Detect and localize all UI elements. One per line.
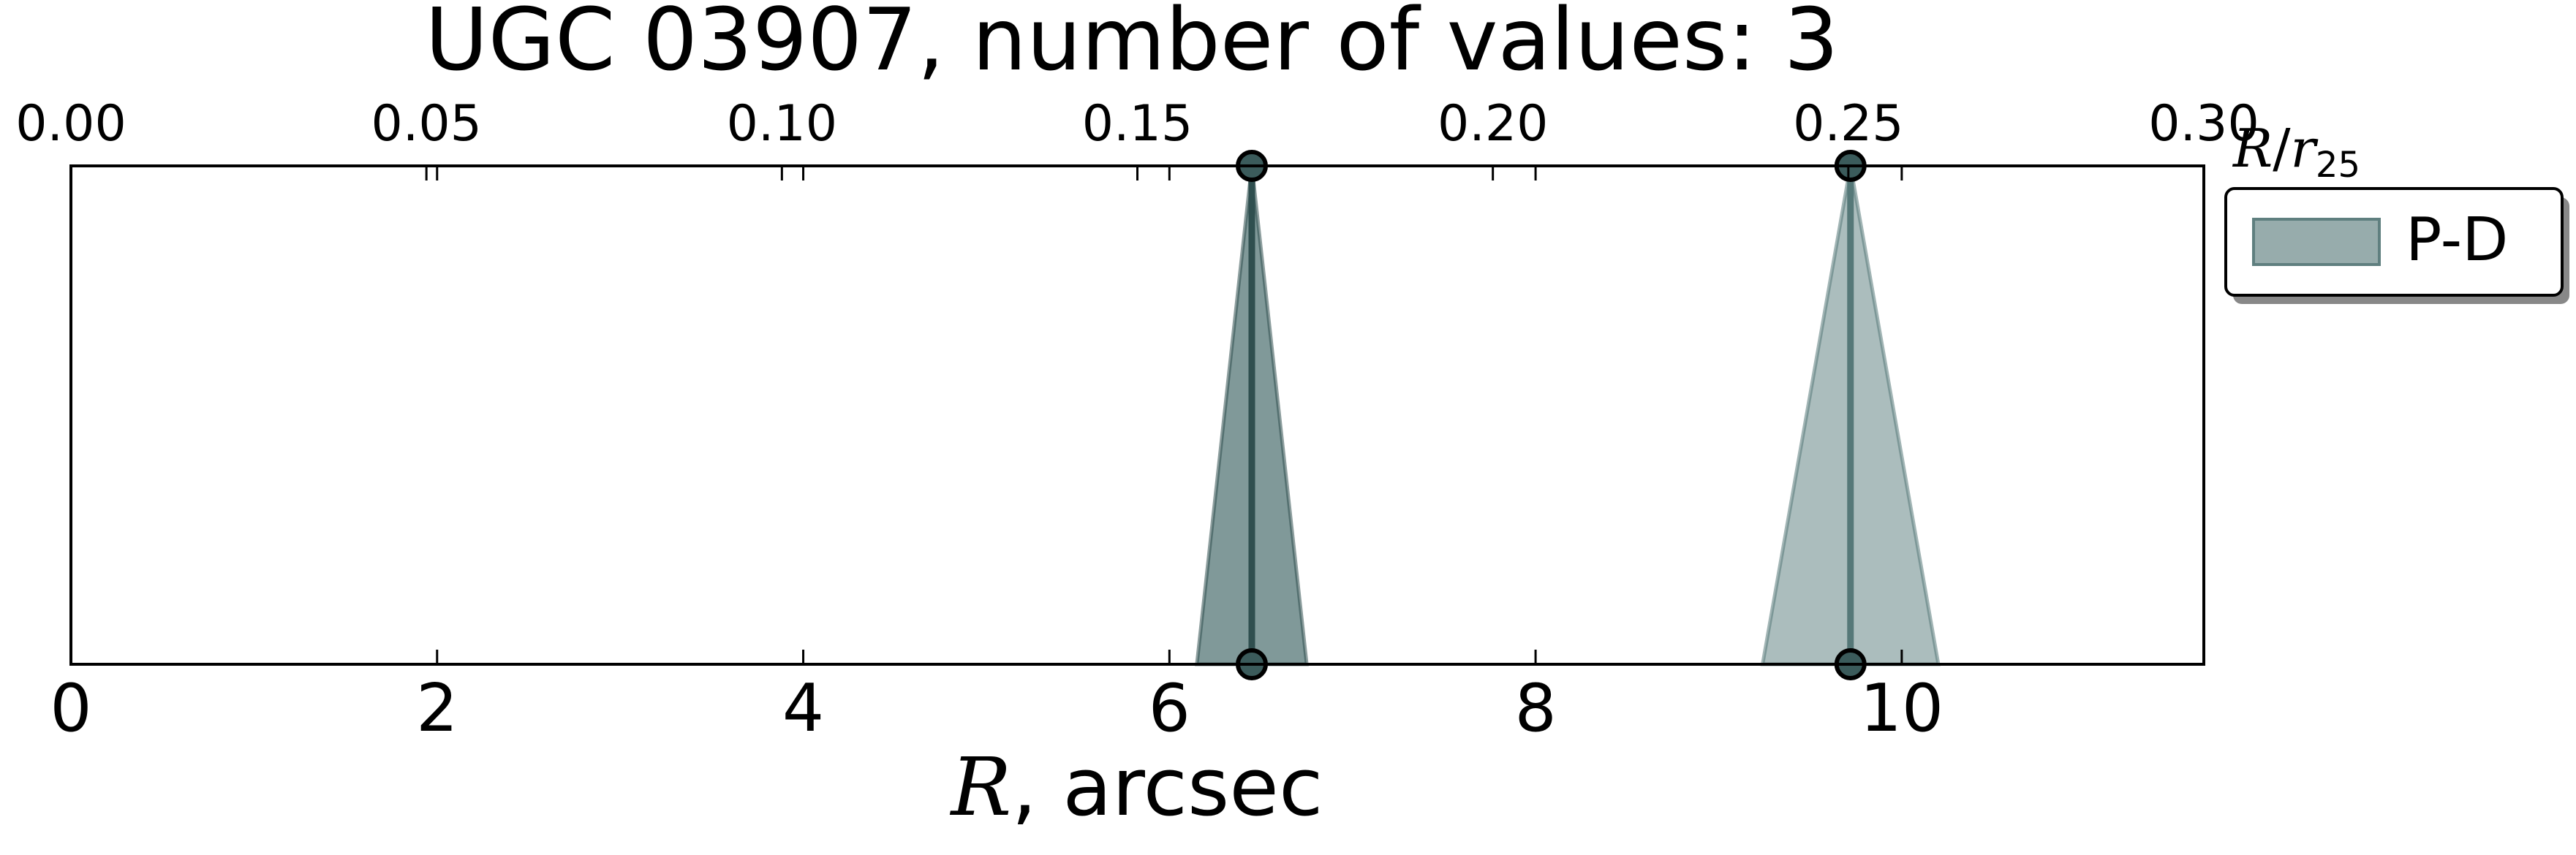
top-axis: 0.00 0.05 0.10 0.15 0.20 0.25 0.30 [15,95,2259,180]
bottom-tick-label: 8 [1514,670,1556,747]
chart-title: UGC 03907, number of values: 3 [425,0,1839,90]
top-axis-label-num: R [2232,118,2273,179]
top-axis-label: R/r25 [2232,118,2360,186]
bottom-axis: 0 2 4 6 8 10 [50,166,1944,747]
bottom-tick-label: 2 [416,670,458,747]
top-tick-label: 0.05 [371,95,481,153]
top-axis-label-sub: 25 [2316,145,2360,186]
bottom-tick-label: 6 [1149,670,1190,747]
bottom-axis-label-var: R [950,740,1012,834]
top-tick-label: 0.10 [727,95,837,153]
bottom-axis-label-unit: , arcsec [1011,740,1323,834]
plot-area [1195,150,1941,680]
top-tick-label: 0.00 [15,95,126,153]
bottom-tick-label: 4 [782,670,824,747]
legend: P-D [2224,187,2569,304]
top-tick-label: 0.25 [1793,95,1903,153]
top-axis-label-slash: / [2273,118,2291,179]
top-tick-label: 0.15 [1082,95,1193,153]
top-tick-label: 0.20 [1438,95,1548,153]
legend-box [2224,187,2564,297]
bottom-axis-label: R, arcsec [950,740,1323,834]
bottom-tick-label: 10 [1860,670,1944,747]
top-tick-label: 0.30 [2148,95,2259,153]
legend-swatch-p-d [2252,218,2381,266]
top-axis-label-den: r [2290,118,2318,179]
bottom-tick-label: 0 [50,670,91,747]
legend-label-p-d: P-D [2406,205,2508,275]
